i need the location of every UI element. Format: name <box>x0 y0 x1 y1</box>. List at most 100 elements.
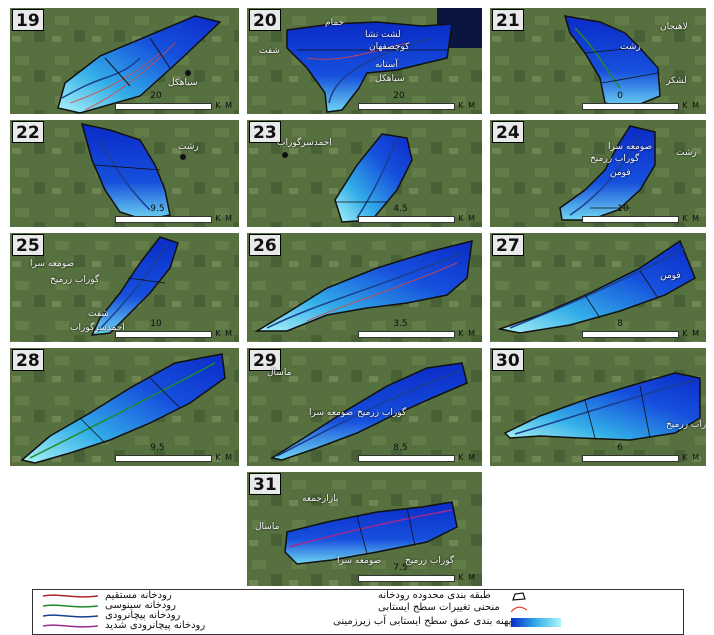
scale-unit: K M <box>458 101 476 110</box>
map-23-canvas <box>247 120 482 227</box>
scale-bar: 20 K M <box>115 91 233 110</box>
place-label: ماسال <box>255 522 280 532</box>
place-label: رشت <box>676 148 697 158</box>
place-label: کوچصفهان <box>369 42 410 52</box>
map-22-canvas <box>10 120 239 227</box>
scale-bar: 6 K M <box>582 443 700 462</box>
map-panel-27: 27 فومن 8 K M <box>490 233 706 342</box>
panel-number: 30 <box>492 349 524 371</box>
boundary-swatch-icon <box>512 592 526 601</box>
depth-gradient-swatch <box>511 618 561 627</box>
scale-unit: K M <box>215 214 233 223</box>
map-panel-31: 31 بازارجمعه ماسال صومعه سرا گوراب زرمیخ… <box>247 472 482 586</box>
place-label: آستانه <box>375 60 398 70</box>
place-label: صومعه سرا <box>30 259 75 269</box>
town-marker <box>282 152 288 158</box>
panel-number: 25 <box>12 234 44 256</box>
river-zone-19 <box>57 15 222 114</box>
scale-value: 7.5 <box>393 563 408 573</box>
place-label: گوراب زرمیخ <box>666 420 706 430</box>
map-panel-21: 21 لاهیجان رشت لشکر 0 K M <box>490 8 706 114</box>
panel-number: 23 <box>249 121 281 143</box>
place-label: احمدسرگوراب <box>277 138 332 148</box>
place-label: صومعه سرا <box>337 556 382 566</box>
place-label: احمدسرگوراب <box>70 323 125 333</box>
place-label: ماسال <box>267 368 292 378</box>
map-26-canvas <box>247 233 482 342</box>
panel-number: 21 <box>492 9 524 31</box>
scale-bar: 9.5 K M <box>115 443 233 462</box>
map-panel-22: 22 رشت 9.5 K M <box>10 120 239 227</box>
legend-label-meander: رودخانه پیچانرودی <box>105 610 181 621</box>
panel-number: 31 <box>249 473 281 495</box>
map-27-canvas <box>490 233 706 342</box>
scale-bar: 8 K M <box>582 319 700 338</box>
scale-value: 10 <box>617 204 629 214</box>
map-panel-23: 23 احمدسرگوراب 4.5 K M <box>247 120 482 227</box>
scale-unit: K M <box>682 453 700 462</box>
map-20-canvas <box>247 8 482 114</box>
scale-bar: 3.5 K M <box>358 319 476 338</box>
place-label: صومعه سرا <box>608 142 653 152</box>
map-29-canvas <box>247 348 482 466</box>
river-zone-27 <box>497 239 696 334</box>
place-label: خمام <box>325 18 345 28</box>
legend-label-contour: منحنی تغییرات سطح ایستابی <box>378 602 500 613</box>
legend-swatch-severe <box>43 624 98 628</box>
place-label: لشت نشا <box>365 30 401 40</box>
scale-bar: 4.5 K M <box>358 204 476 223</box>
map-25-canvas <box>10 233 239 342</box>
scale-unit: K M <box>458 453 476 462</box>
scale-value: 20 <box>393 91 405 101</box>
panel-number: 27 <box>492 234 524 256</box>
scale-unit: K M <box>682 101 700 110</box>
scale-value: 3.5 <box>393 319 408 329</box>
place-label: بازارجمعه <box>302 494 339 504</box>
town-marker <box>185 70 191 76</box>
scale-bar: 10 K M <box>115 319 233 338</box>
map-21-canvas <box>490 8 706 114</box>
place-label: گوراب زرمیخ <box>405 556 455 566</box>
scale-bar: 10 K M <box>582 204 700 223</box>
scale-value: 9.5 <box>150 443 165 453</box>
scale-unit: K M <box>215 329 233 338</box>
river-zone-30 <box>503 372 701 441</box>
scale-value: 8.5 <box>393 443 408 453</box>
scale-value: 10 <box>150 319 162 329</box>
panel-number: 28 <box>12 349 44 371</box>
map-30-canvas <box>490 348 706 466</box>
scale-bar: 9.5 K M <box>115 204 233 223</box>
scale-unit: K M <box>682 329 700 338</box>
panel-number: 22 <box>12 121 44 143</box>
map-panel-28: 28 9.5 K M <box>10 348 239 466</box>
scale-unit: K M <box>458 329 476 338</box>
panel-number: 26 <box>249 234 281 256</box>
place-label: گوراب زرمیخ <box>357 408 407 418</box>
scale-value: 6 <box>617 443 624 453</box>
panel-number: 19 <box>12 9 44 31</box>
place-label: شفت <box>259 46 280 56</box>
map-31-canvas <box>247 472 482 586</box>
place-label: رشت <box>620 42 641 52</box>
place-label: گوراب زرمیخ <box>590 154 640 164</box>
panel-number: 20 <box>249 9 281 31</box>
scale-value: 0 <box>617 91 624 101</box>
legend-label-boundary: طبقه بندی محدوده رودخانه <box>378 590 491 601</box>
legend-swatch-sinuous <box>43 604 98 608</box>
map-legend: رودخانه مستقیم رودخانه سینوسی رودخانه پی… <box>32 589 684 635</box>
scale-bar: 20 K M <box>358 91 476 110</box>
map-panel-29: 29 ماسال صومعه سرا گوراب زرمیخ 8.5 K M <box>247 348 482 466</box>
scale-unit: K M <box>215 453 233 462</box>
place-label: فومن <box>610 168 631 178</box>
map-panel-24: 24 رشت صومعه سرا گوراب زرمیخ فومن 10 K M <box>490 120 706 227</box>
place-label: سیاهکل <box>168 78 198 88</box>
place-label: شفت <box>88 309 109 319</box>
river-zone-21 <box>563 15 661 109</box>
place-label: گوراب زرمیخ <box>50 275 100 285</box>
legend-label-direct: رودخانه مستقیم <box>105 590 172 601</box>
place-label: فومن <box>660 271 681 281</box>
scale-value: 20 <box>150 91 162 101</box>
scale-value: 4.5 <box>393 204 408 214</box>
scale-unit: K M <box>682 214 700 223</box>
legend-swatch-meander <box>43 614 98 618</box>
